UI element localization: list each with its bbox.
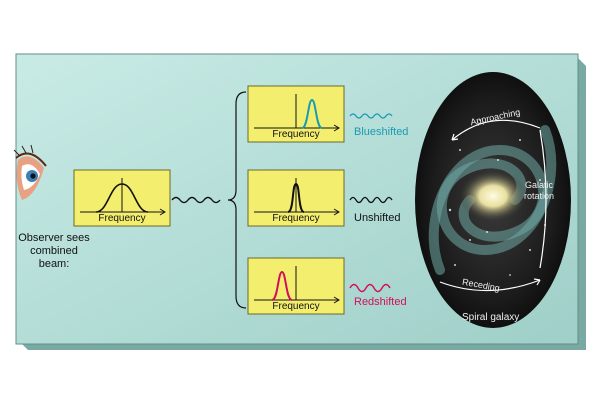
unshifted-panel xyxy=(247,169,345,227)
redshifted-wave xyxy=(349,283,391,293)
blueshifted-frequency-label: Frequency xyxy=(272,129,320,140)
galactic-rotation-label: Galatic rotation xyxy=(524,180,555,201)
receding-arrow xyxy=(439,279,541,292)
eye-icon xyxy=(13,144,47,200)
rotation-arrow-right xyxy=(539,129,547,269)
redshifted-line-profile xyxy=(271,270,293,301)
blueshifted-line-profile xyxy=(301,98,323,129)
redshifted-frequency-label: Frequency xyxy=(272,301,320,312)
unshifted-line-profile xyxy=(287,182,305,213)
redshifted-panel xyxy=(247,257,345,315)
blueshifted-label: Blueshifted xyxy=(354,126,409,138)
approaching-arrow xyxy=(451,119,541,141)
bracket xyxy=(227,91,247,309)
combined-beam-wave xyxy=(171,196,221,204)
unshifted-frequency-label: Frequency xyxy=(272,213,320,224)
redshifted-label: Redshifted xyxy=(354,296,407,308)
spiral-galaxy-label: Spiral galaxy xyxy=(462,312,520,323)
observer-caption: Observer sees combined beam: xyxy=(18,232,90,270)
unshifted-label: Unshifted xyxy=(354,212,401,224)
combined-frequency-label: Frequency xyxy=(98,213,146,224)
spiral-galaxy-image xyxy=(415,72,571,328)
blueshifted-wave xyxy=(349,113,393,119)
unshifted-wave xyxy=(349,196,393,204)
combined-line-profile xyxy=(95,183,149,213)
blueshifted-panel xyxy=(247,85,345,143)
combined-spectrum-panel xyxy=(73,169,171,227)
